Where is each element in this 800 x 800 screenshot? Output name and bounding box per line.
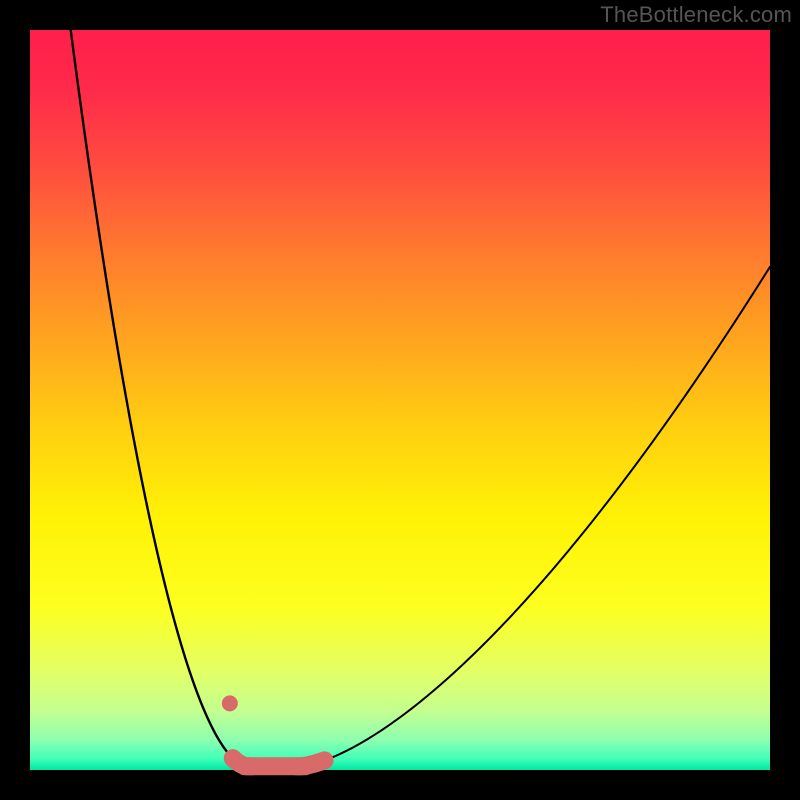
bottleneck-chart (0, 0, 800, 800)
watermark-text: TheBottleneck.com (600, 2, 792, 28)
highlight-dot (222, 695, 238, 711)
gradient-background (30, 30, 770, 770)
highlight-right (296, 760, 324, 766)
chart-container: TheBottleneck.com (0, 0, 800, 800)
